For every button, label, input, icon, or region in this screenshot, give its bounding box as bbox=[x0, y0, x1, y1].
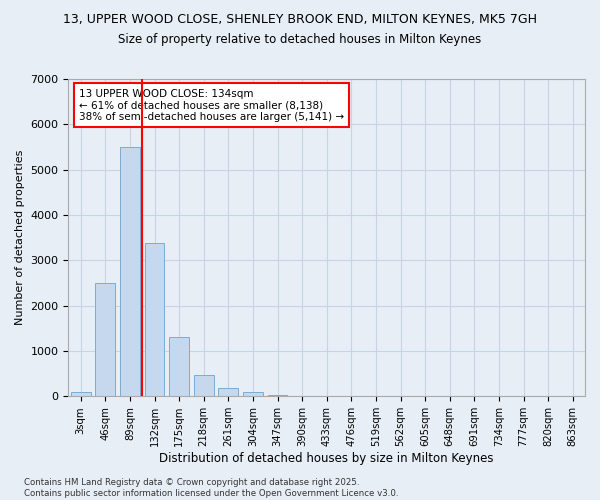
Bar bbox=[120, 147, 140, 396]
Bar bbox=[268, 395, 287, 396]
Bar bbox=[95, 283, 115, 397]
Text: Size of property relative to detached houses in Milton Keynes: Size of property relative to detached ho… bbox=[118, 32, 482, 46]
Text: 13 UPPER WOOD CLOSE: 134sqm
← 61% of detached houses are smaller (8,138)
38% of : 13 UPPER WOOD CLOSE: 134sqm ← 61% of det… bbox=[79, 88, 344, 122]
Bar bbox=[243, 392, 263, 396]
Text: 13, UPPER WOOD CLOSE, SHENLEY BROOK END, MILTON KEYNES, MK5 7GH: 13, UPPER WOOD CLOSE, SHENLEY BROOK END,… bbox=[63, 12, 537, 26]
Text: Contains HM Land Registry data © Crown copyright and database right 2025.
Contai: Contains HM Land Registry data © Crown c… bbox=[24, 478, 398, 498]
Bar bbox=[169, 338, 189, 396]
Bar bbox=[71, 392, 91, 396]
Bar bbox=[194, 376, 214, 396]
Bar bbox=[145, 243, 164, 396]
X-axis label: Distribution of detached houses by size in Milton Keynes: Distribution of detached houses by size … bbox=[160, 452, 494, 465]
Bar bbox=[218, 388, 238, 396]
Y-axis label: Number of detached properties: Number of detached properties bbox=[15, 150, 25, 326]
